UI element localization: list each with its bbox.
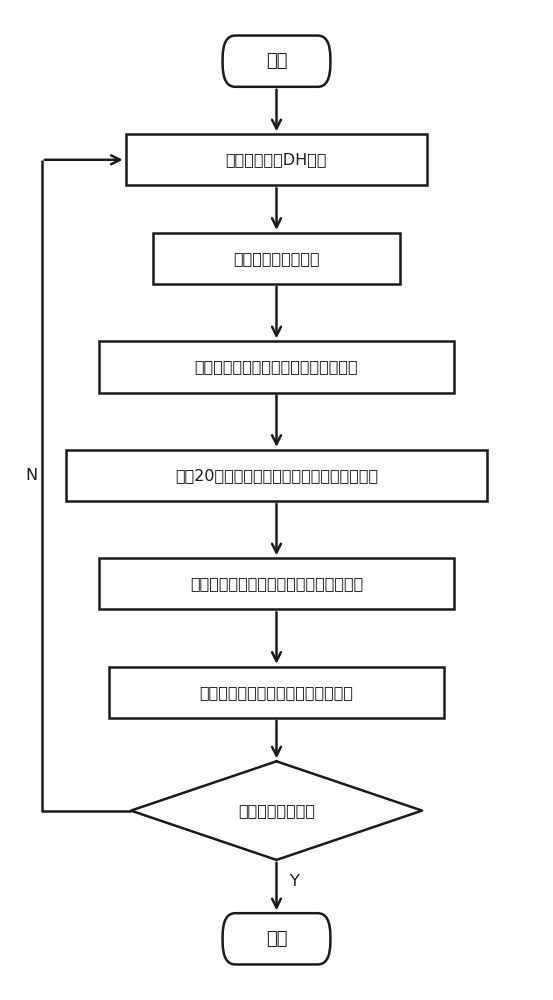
FancyBboxPatch shape	[126, 134, 427, 185]
Text: 结束: 结束	[266, 930, 287, 948]
Text: 通过最小二乘法将机械臂误差模型参数化: 通过最小二乘法将机械臂误差模型参数化	[190, 576, 363, 591]
Text: 更新运动学参数，重新计算总体偏差: 更新运动学参数，重新计算总体偏差	[200, 685, 353, 700]
Text: 利用标定板对机械臂进行二十次自标定: 利用标定板对机械臂进行二十次自标定	[195, 359, 358, 374]
FancyBboxPatch shape	[153, 233, 400, 284]
FancyBboxPatch shape	[66, 450, 487, 501]
Text: 记录20组点所对应的机械臂各关节的编码器值: 记录20组点所对应的机械臂各关节的编码器值	[175, 468, 378, 483]
Text: 构建机械臂误差模型: 构建机械臂误差模型	[233, 251, 320, 266]
Text: Y: Y	[290, 874, 300, 889]
FancyBboxPatch shape	[109, 667, 444, 718]
FancyBboxPatch shape	[223, 913, 330, 964]
FancyBboxPatch shape	[98, 558, 455, 609]
Polygon shape	[131, 761, 422, 860]
Text: 开始: 开始	[266, 52, 287, 70]
Text: 偏差是否小于阈值: 偏差是否小于阈值	[238, 803, 315, 818]
Text: N: N	[25, 468, 37, 483]
FancyBboxPatch shape	[223, 36, 330, 87]
Text: 初始化机械臂DH参数: 初始化机械臂DH参数	[226, 152, 327, 167]
FancyBboxPatch shape	[98, 341, 455, 393]
